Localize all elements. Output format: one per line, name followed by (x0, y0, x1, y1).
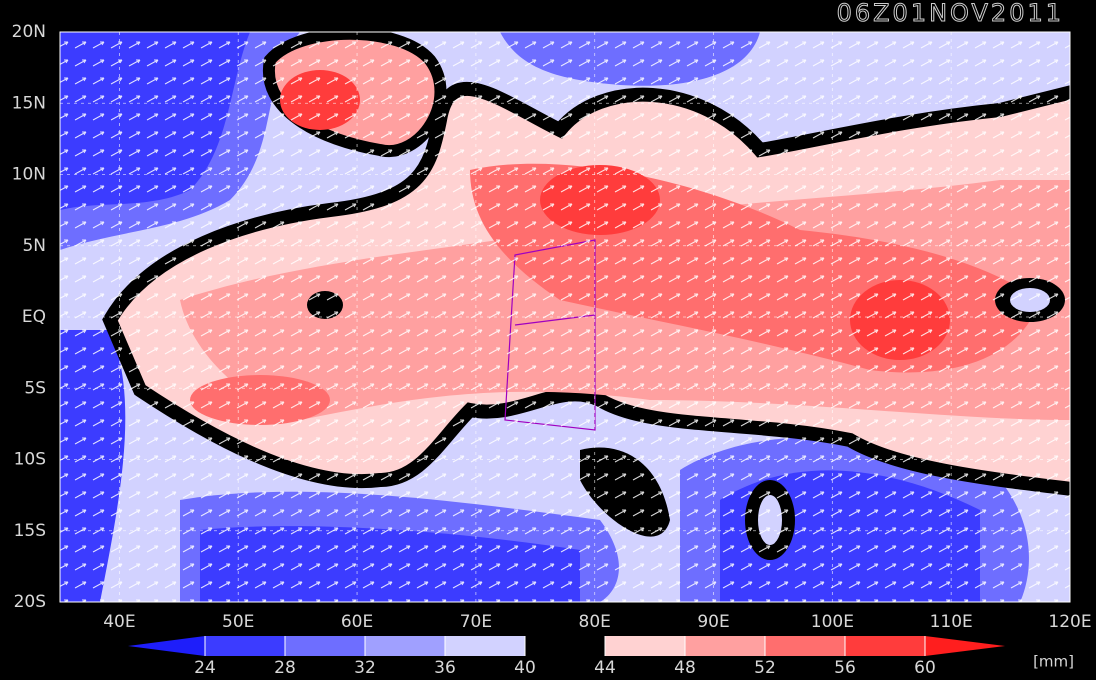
colorbar-tick-label: 24 (194, 658, 216, 678)
lat-tick-label: 5S (24, 378, 46, 398)
colorbar-tick-label: 40 (514, 658, 536, 678)
lon-tick-label: 50E (222, 612, 254, 632)
colorbar-segment (605, 636, 685, 656)
colorbar-segment (685, 636, 765, 656)
lon-tick-label: 110E (930, 612, 973, 632)
colorbar-tick-label: 60 (914, 658, 936, 678)
map-title: 06Z01NOV2011 (837, 0, 1064, 27)
colorbar-tick-label: 56 (834, 658, 856, 678)
map-field (60, 32, 1070, 602)
colorbar-segment (205, 636, 285, 656)
colorbar-segment (365, 636, 445, 656)
lon-tick-label: 90E (697, 612, 729, 632)
lat-tick-label: 20N (12, 22, 46, 42)
colorbar-segment (445, 636, 525, 656)
colorbar-segment (925, 636, 1005, 656)
lat-tick-label: 10N (12, 165, 46, 185)
lat-tick-label: 10S (14, 450, 46, 470)
colorbar-tick-label: 48 (674, 658, 696, 678)
colorbar-tick-label: 52 (754, 658, 776, 678)
lat-tick-label: 5N (22, 236, 46, 256)
lon-tick-label: 80E (579, 612, 611, 632)
colorbar-segment (285, 636, 365, 656)
colorbar-tick-label: 36 (434, 658, 456, 678)
lat-tick-label: EQ (22, 307, 46, 327)
lat-tick-label: 15N (12, 93, 46, 113)
colorbar-segment (765, 636, 845, 656)
colorbar-tick-label: 44 (594, 658, 616, 678)
colorbar-segment (845, 636, 925, 656)
lat-tick-label: 20S (14, 592, 46, 612)
colorbar-segment (128, 636, 205, 656)
colorbar-unit: [mm] (1033, 653, 1074, 671)
colorbar-tick-label: 32 (354, 658, 376, 678)
colorbar-tick-label: 28 (274, 658, 296, 678)
lon-tick-label: 70E (460, 612, 492, 632)
lon-tick-label: 60E (341, 612, 373, 632)
colorbar-segment (525, 636, 605, 656)
lat-tick-label: 15S (14, 521, 46, 541)
lon-tick-label: 120E (1048, 612, 1091, 632)
lon-tick-label: 40E (103, 612, 135, 632)
lon-tick-label: 100E (811, 612, 854, 632)
